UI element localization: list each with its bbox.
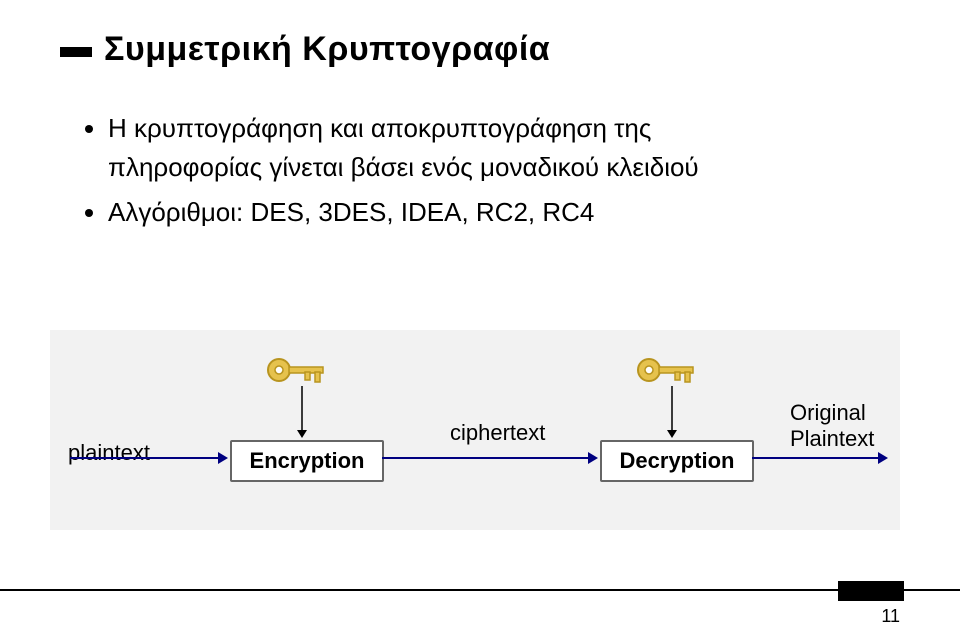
encryption-box: Encryption xyxy=(230,440,384,482)
bullet-1-line-2: πληροφορίας γίνεται βάσει ενός μοναδικού… xyxy=(108,152,699,182)
bullet-list: Η κρυπτογράφηση και αποκρυπτογράφηση της… xyxy=(80,109,910,232)
footer-divider xyxy=(0,589,960,591)
arrow-encryption-to-decryption xyxy=(382,448,598,468)
bullet-item-1: Η κρυπτογράφηση και αποκρυπτογράφηση της… xyxy=(108,109,910,187)
arrow-plaintext-to-encryption xyxy=(70,448,228,468)
key-icon xyxy=(265,355,327,385)
original-line-1: Original xyxy=(790,400,866,425)
page-title: Συμμετρική Κρυπτογραφία xyxy=(104,30,550,69)
encryption-diagram: plaintext ciphertext Original Plaintext … xyxy=(50,330,900,530)
bullet-item-2: Αλγόριθμοι: DES, 3DES, IDEA, RC2, RC4 xyxy=(108,193,910,232)
bullet-1-line-1: Η κρυπτογράφηση και αποκρυπτογράφηση της xyxy=(108,113,651,143)
original-plaintext-label: Original Plaintext xyxy=(790,400,874,452)
arrow-decryption-to-output xyxy=(752,448,888,468)
ciphertext-label: ciphertext xyxy=(450,420,545,446)
slide: Συμμετρική Κρυπτογραφία Η κρυπτογράφηση … xyxy=(0,0,960,639)
title-bullet xyxy=(60,47,92,57)
key-icon xyxy=(635,355,697,385)
key-to-decryption-line xyxy=(662,386,682,438)
page-number: 11 xyxy=(881,606,900,627)
key-to-encryption-line xyxy=(292,386,312,438)
diagram-area: plaintext ciphertext Original Plaintext … xyxy=(50,330,900,530)
title-row: Συμμετρική Κρυπτογραφία xyxy=(60,30,910,69)
page-accent xyxy=(838,581,904,601)
decryption-box: Decryption xyxy=(600,440,754,482)
